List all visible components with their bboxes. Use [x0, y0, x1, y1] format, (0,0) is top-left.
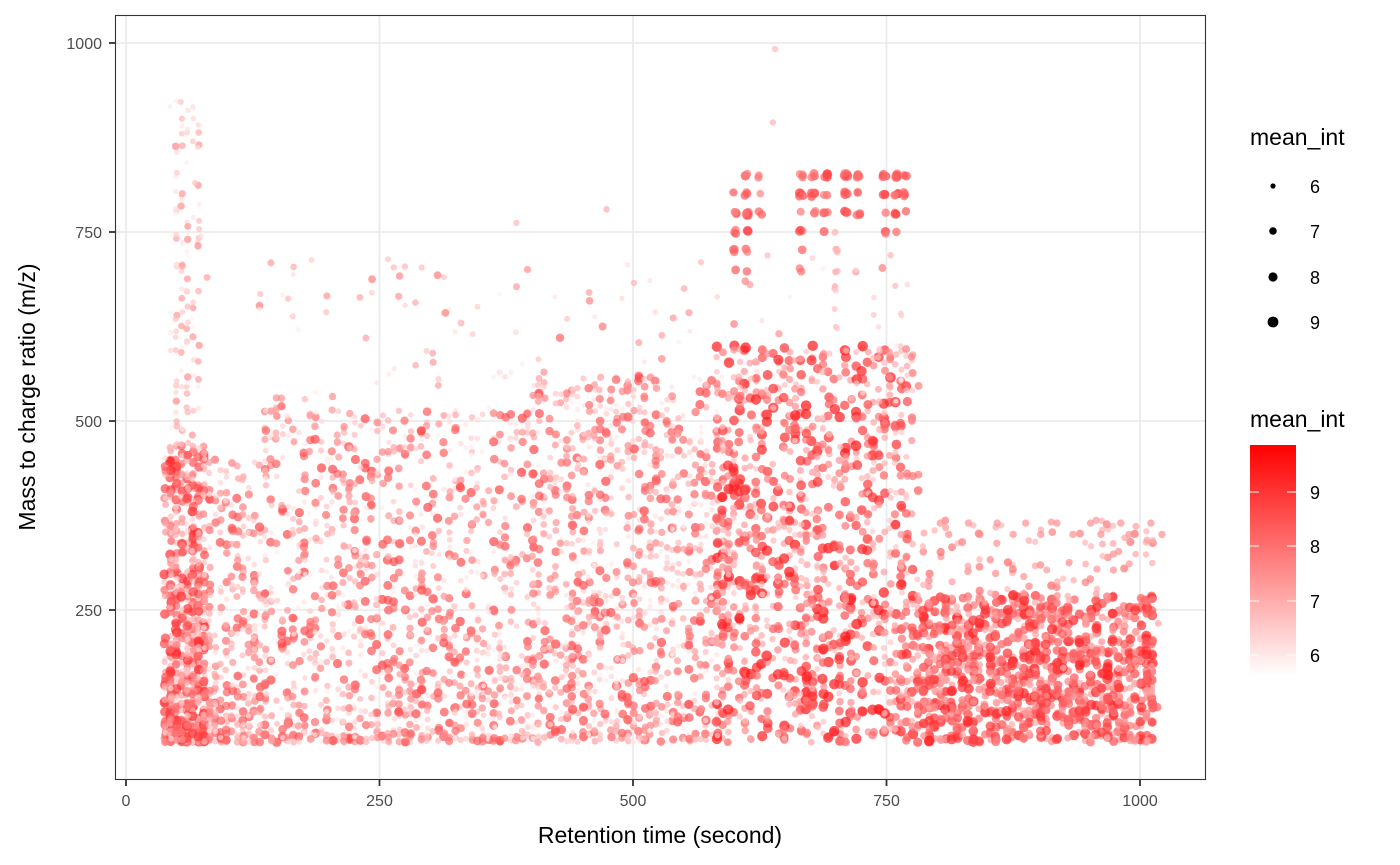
- colorbar: [1250, 445, 1296, 676]
- size-legend-label: 8: [1310, 268, 1320, 288]
- y-axis: 250 500 750 1000: [66, 36, 115, 620]
- x-tick-label: 250: [366, 793, 393, 810]
- size-legend-key: [1269, 227, 1277, 235]
- y-axis-title: Mass to charge ratio (m/z): [14, 263, 40, 530]
- size-legend-key: [1267, 316, 1279, 328]
- size-legend-label: 6: [1310, 177, 1320, 197]
- color-legend-label: 6: [1310, 646, 1320, 666]
- y-tick-label: 500: [75, 414, 102, 431]
- color-legend-label: 8: [1310, 537, 1320, 557]
- y-tick-label: 250: [75, 603, 102, 620]
- size-legend: mean_int 6 7 8 9: [1250, 124, 1345, 333]
- size-legend-title: mean_int: [1250, 124, 1345, 150]
- x-tick-label: 750: [873, 793, 900, 810]
- data-points: [159, 45, 1166, 747]
- panel-border: [114, 14, 1207, 781]
- color-legend: mean_int 9 8 7 6: [1250, 406, 1345, 676]
- y-tick-label: 1000: [66, 36, 102, 53]
- size-legend-key: [1268, 272, 1278, 282]
- color-legend-label: 7: [1310, 592, 1320, 612]
- x-tick-label: 1000: [1122, 793, 1158, 810]
- x-axis: 0 250 500 750 1000: [122, 780, 1158, 810]
- color-legend-label: 9: [1310, 483, 1320, 503]
- x-axis-title: Retention time (second): [538, 822, 782, 848]
- y-tick-label: 750: [75, 225, 102, 242]
- size-legend-label: 9: [1310, 313, 1320, 333]
- size-legend-key: [1270, 183, 1276, 189]
- x-tick-label: 0: [122, 793, 131, 810]
- size-legend-label: 7: [1310, 222, 1320, 242]
- x-tick-label: 500: [620, 793, 647, 810]
- color-legend-title: mean_int: [1250, 406, 1345, 432]
